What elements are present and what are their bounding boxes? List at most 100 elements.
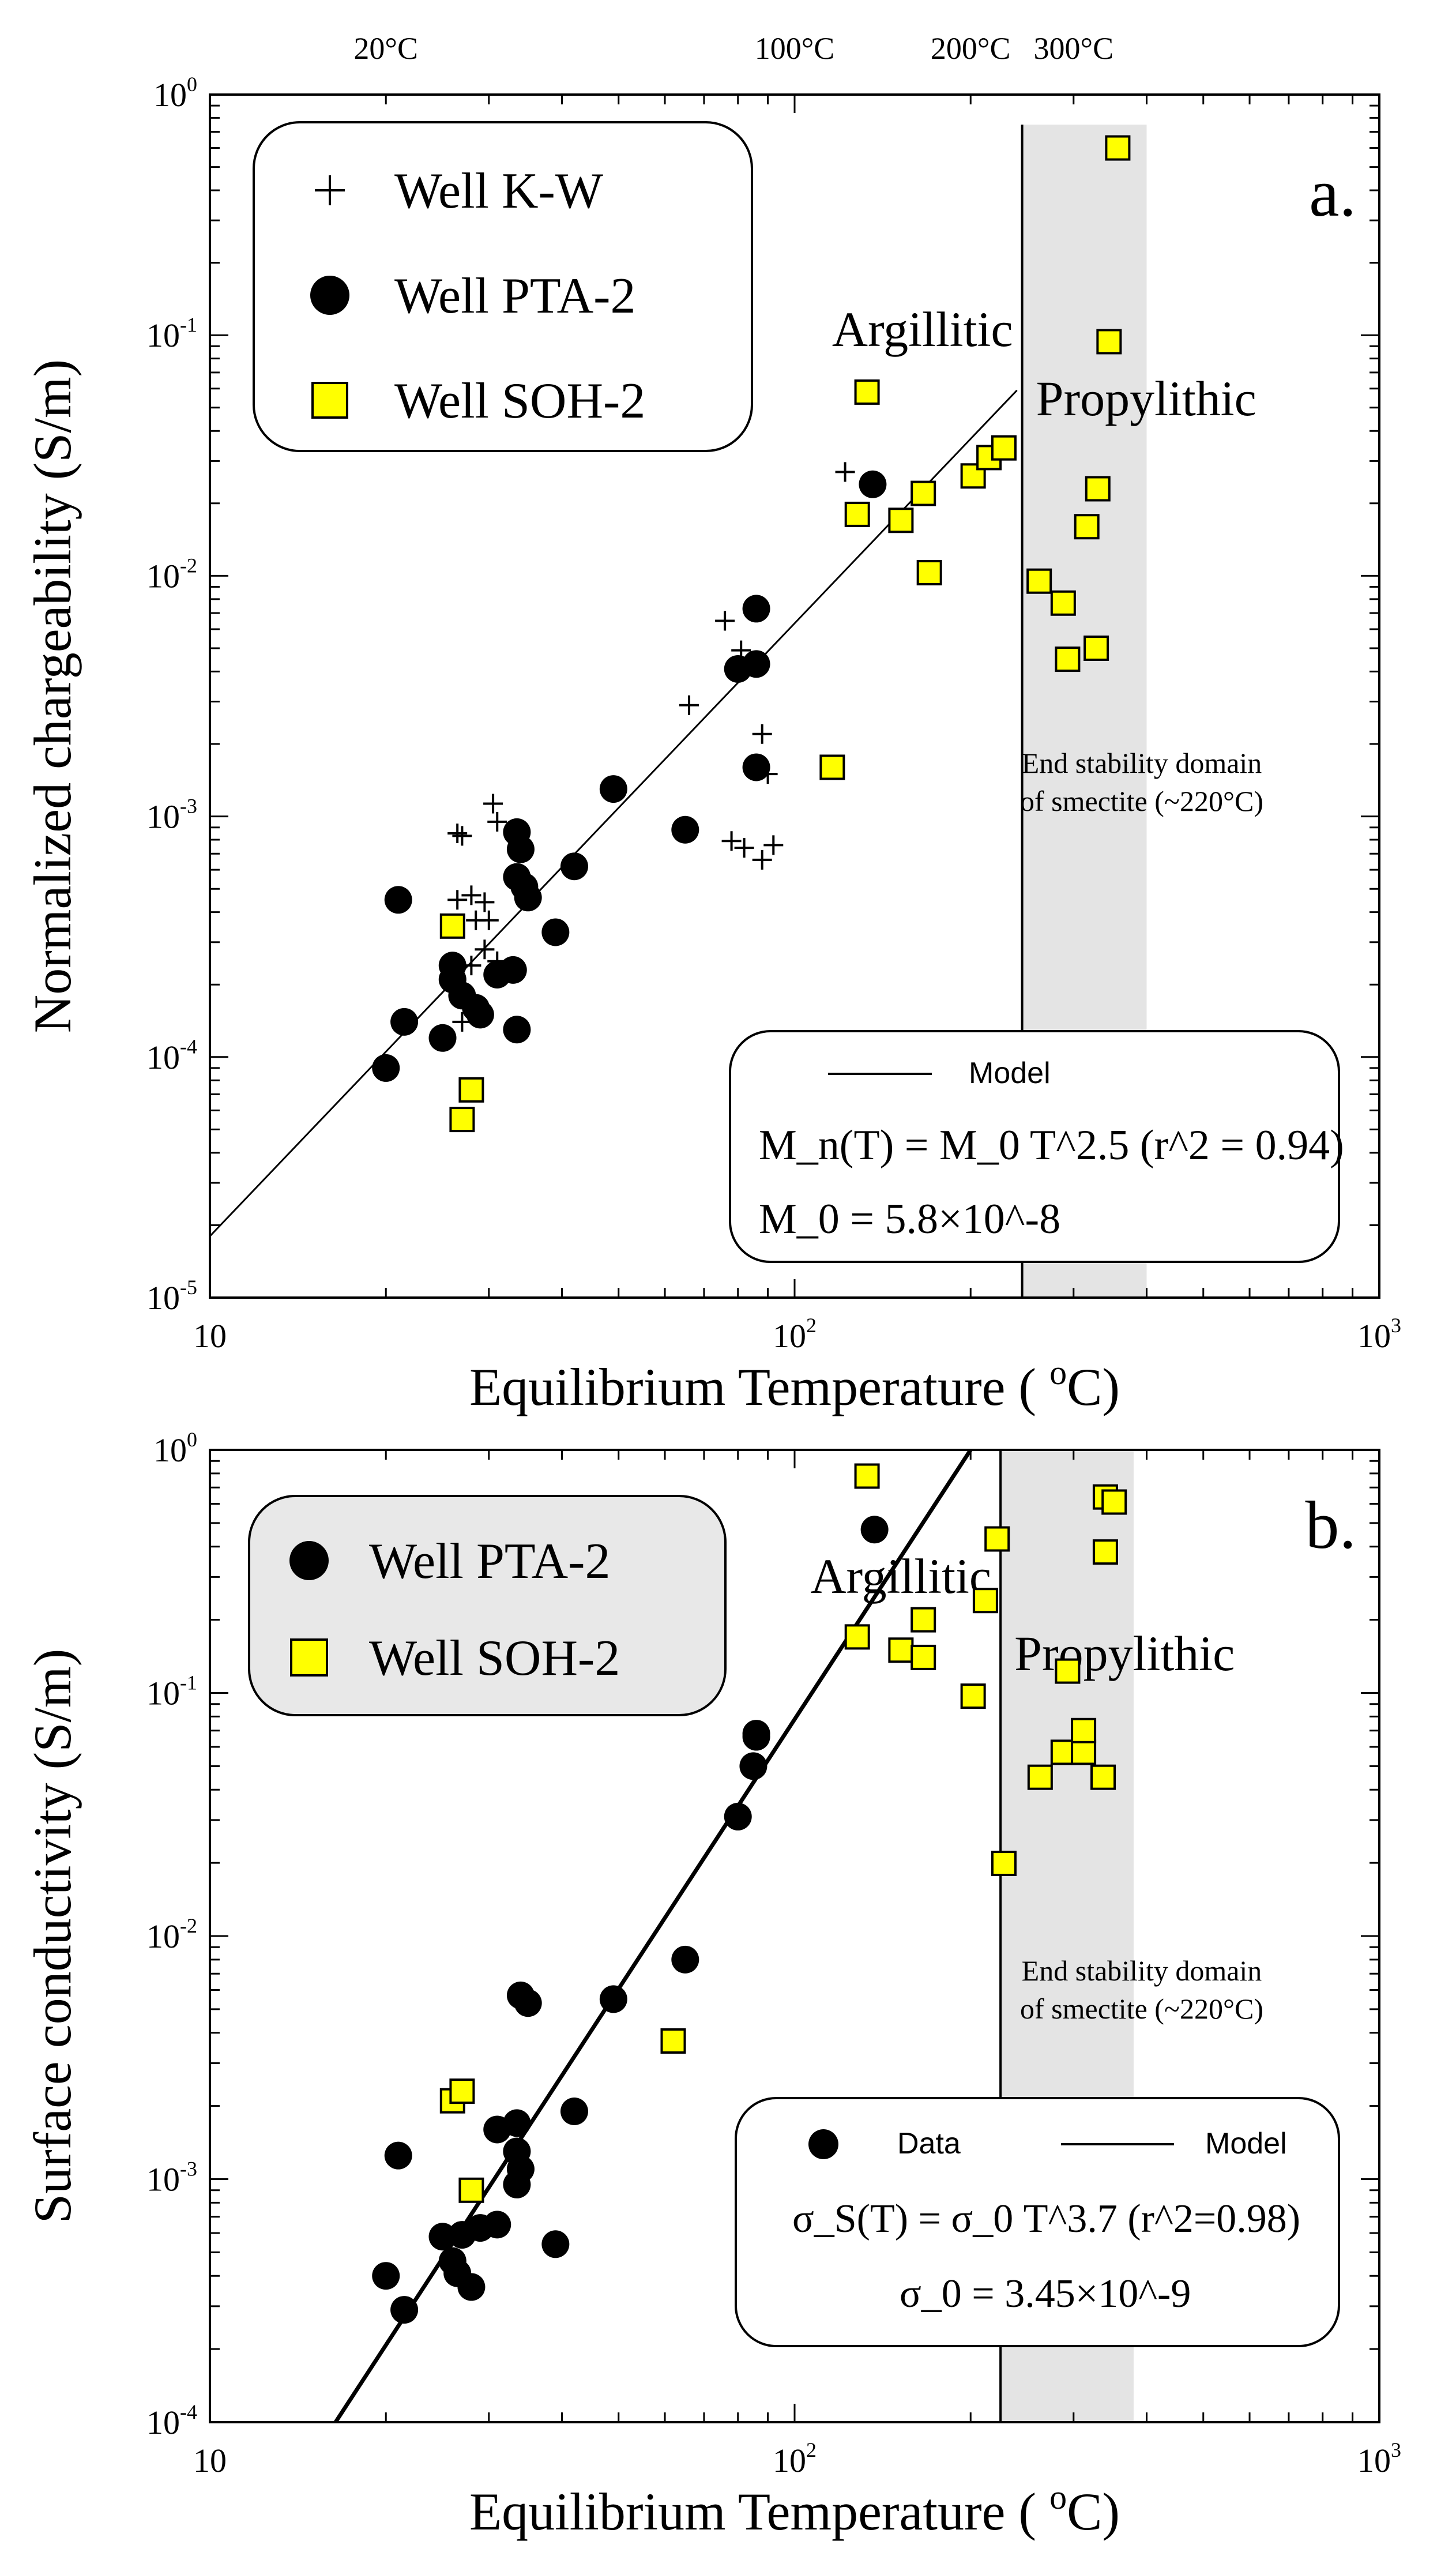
smectite-note: of smectite (~220°C)	[1020, 1993, 1263, 2025]
data-point	[916, 560, 942, 586]
data-point	[671, 815, 699, 844]
series-well-pta-2	[372, 1516, 889, 2324]
data-point	[911, 1607, 936, 1633]
legend-label: Well PTA-2	[369, 1533, 610, 1589]
data-point	[449, 2078, 475, 2104]
x-axis-title: Equilibrium Temperature ( oC)	[469, 1354, 1120, 1416]
data-point	[390, 2296, 419, 2324]
plot-frame	[209, 93, 1380, 1299]
data-point	[888, 1637, 914, 1663]
data-point	[844, 1624, 870, 1650]
legend: Well K-W Well PTA-2 Well SOH-2	[253, 121, 753, 452]
model-equation: M_n(T) = M_0 T^2.5 (r^2 = 0.94)	[759, 1122, 1344, 1169]
x-axis-title: Equilibrium Temperature ( oC)	[469, 2478, 1120, 2541]
data-point	[742, 1720, 770, 1748]
y-tick-label: 10-5	[146, 1276, 197, 1317]
y-tick-label: 10-4	[146, 2400, 197, 2441]
legend-label: Well SOH-2	[369, 1630, 620, 1686]
data-point	[888, 508, 914, 533]
x-tick-label: 103	[1357, 1314, 1401, 1355]
series-well-k-w	[447, 462, 855, 1032]
legend-label: Well SOH-2	[394, 373, 645, 429]
data-point	[560, 852, 588, 881]
data-point	[372, 2262, 400, 2290]
propylithic-label: Propylithic	[1014, 1626, 1235, 1681]
series-well-soh-2	[439, 1463, 1127, 2203]
data-point	[458, 1077, 484, 1103]
data-point	[452, 826, 472, 846]
data-point	[835, 462, 855, 482]
data-point	[734, 838, 754, 858]
data-point	[541, 2230, 570, 2258]
data-point	[541, 918, 570, 946]
data-point	[1092, 1539, 1118, 1565]
data-point	[1083, 635, 1109, 661]
data-point	[483, 794, 503, 814]
data-point	[1055, 646, 1081, 672]
y-tick-label: 100	[153, 1428, 197, 1469]
y-tick-label: 100	[153, 73, 197, 114]
data-point	[660, 2028, 686, 2054]
legend-marker	[289, 1541, 329, 1580]
data-point	[724, 1802, 752, 1830]
top-temperature-label: 20°C	[353, 31, 418, 66]
data-point	[487, 811, 507, 832]
y-axis-title: Normalized chargeability (S/m)	[23, 359, 82, 1033]
y-tick-label: 10-3	[146, 795, 197, 836]
legend-marker	[310, 276, 349, 315]
data-point	[859, 470, 887, 498]
data-point	[390, 1008, 419, 1036]
data-point	[1027, 1764, 1053, 1790]
data-point	[1101, 1489, 1127, 1515]
data-point	[449, 1107, 475, 1133]
data-point	[721, 831, 742, 851]
data-point	[1050, 590, 1076, 616]
x-tick-label: 10	[193, 2442, 227, 2479]
data-point	[447, 824, 468, 844]
data-point	[1074, 514, 1100, 540]
data-point	[499, 956, 527, 984]
model-line	[209, 389, 1018, 1237]
data-point	[503, 2170, 531, 2198]
data-point	[384, 886, 412, 914]
argillitic-label: Argillitic	[832, 302, 1013, 357]
model-parameter: M_0 = 5.8×10^-8	[759, 1196, 1060, 1243]
data-point	[819, 754, 845, 780]
data-point	[1055, 1658, 1081, 1684]
model-equation: σ_S(T) = σ_0 T^3.7 (r^2=0.98)	[792, 2197, 1300, 2241]
data-point	[479, 910, 499, 930]
data-point	[384, 2141, 412, 2170]
annotation-box	[735, 2097, 1340, 2347]
x-tick-label: 102	[773, 2438, 817, 2479]
x-tick-label: 10	[193, 1317, 227, 1355]
data-point	[752, 850, 772, 870]
data-point	[466, 1001, 494, 1029]
smectite-note: of smectite (~220°C)	[1020, 785, 1263, 817]
data-point	[742, 753, 770, 781]
data-point	[599, 1985, 627, 2013]
y-axis-title: Surface conductivity (S/m)	[23, 1649, 82, 2223]
data-point	[506, 835, 535, 863]
data-point	[715, 611, 735, 631]
smectite-note: End stability domain	[1022, 747, 1262, 779]
data-point	[844, 501, 870, 527]
legend-marker	[315, 175, 345, 205]
data-point	[991, 1851, 1017, 1877]
data-point	[1085, 476, 1111, 502]
annotation-box	[729, 1030, 1340, 1263]
propylithic-label: Propylithic	[1036, 371, 1256, 426]
data-point	[742, 595, 770, 623]
data-point	[991, 435, 1017, 461]
data-point	[514, 884, 542, 912]
y-tick-label: 10-2	[146, 1914, 197, 1955]
data-point	[483, 2211, 511, 2239]
model-annotation: Model M_n(T) = M_0 T^2.5 (r^2 = 0.94) M_0 …	[729, 1030, 1344, 1263]
y-tick-label: 10-1	[146, 1671, 197, 1712]
y-tick-label: 10-1	[146, 313, 197, 354]
data-point	[428, 1024, 457, 1052]
model-label: Model	[969, 1057, 1051, 1090]
y-tick-label: 10-2	[146, 554, 197, 595]
model-parameter: σ_0 = 3.45×10^-9	[900, 2272, 1191, 2316]
data-point	[854, 379, 880, 405]
